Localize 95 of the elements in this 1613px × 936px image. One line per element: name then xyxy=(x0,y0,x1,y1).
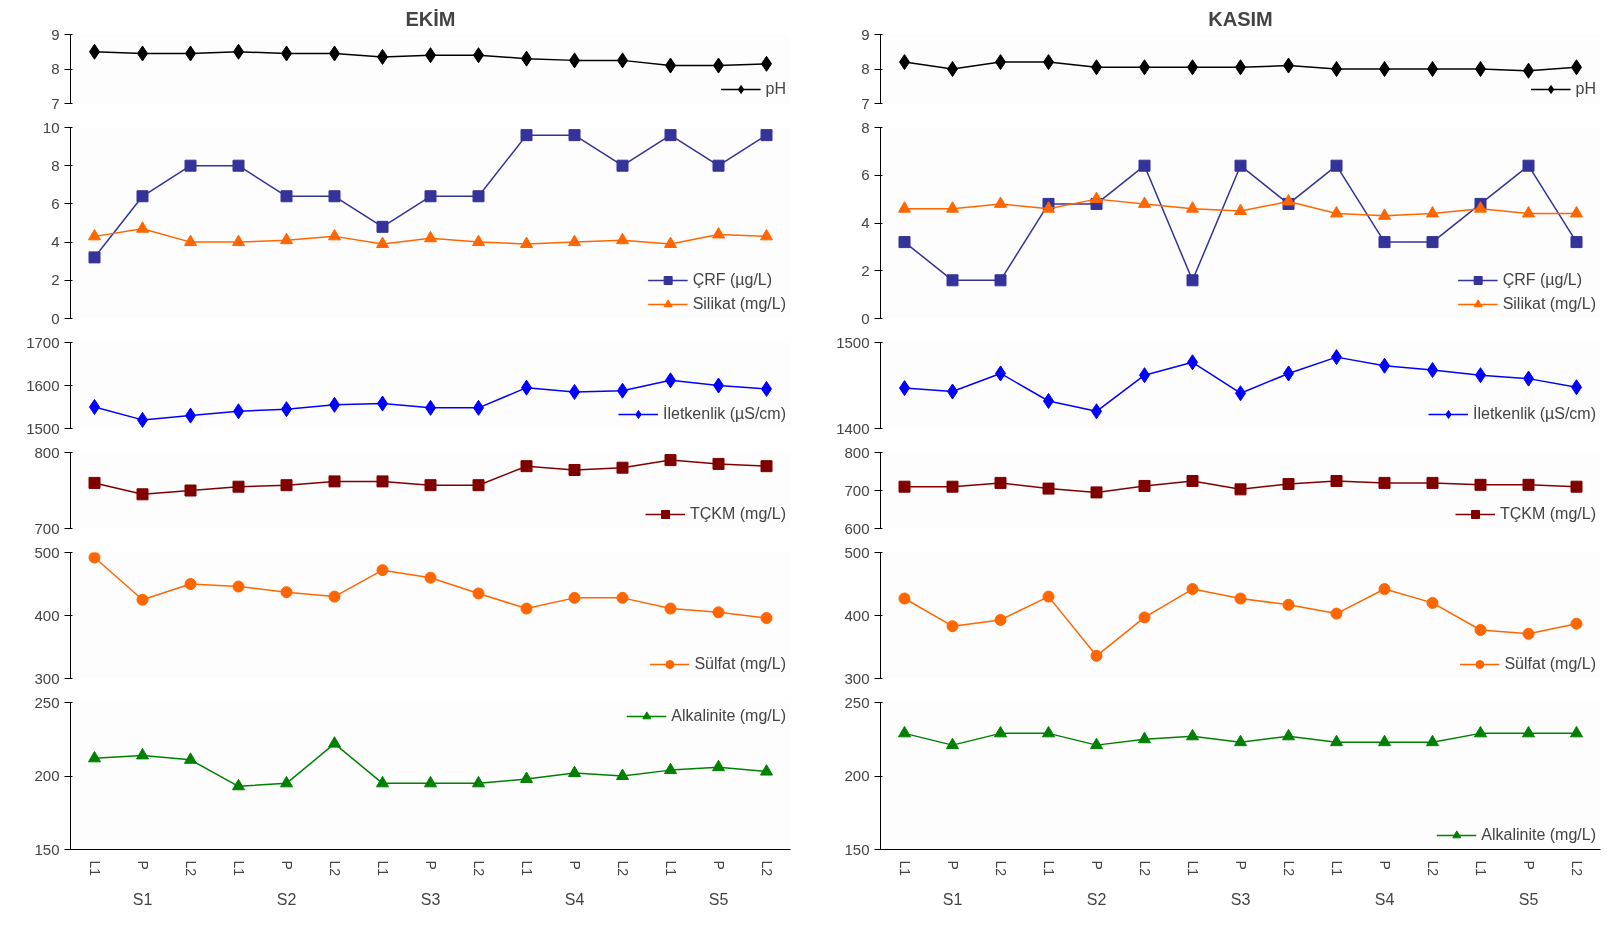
y-tick-label: 250 xyxy=(844,693,870,711)
x-tick-label: L1 xyxy=(1328,860,1345,877)
x-tick-label: L2 xyxy=(992,860,1009,877)
x-tick-label: L2 xyxy=(1136,860,1153,877)
y-tick-label: 600 xyxy=(844,519,870,537)
y-tick-label: 2 xyxy=(861,261,870,279)
x-tick-label: L1 xyxy=(230,860,247,877)
x-tick-label: P xyxy=(944,860,961,870)
y-tick-label: 150 xyxy=(34,840,60,858)
y-tick-label: 250 xyxy=(34,693,60,711)
legend-label: Sülfat (mg/L) xyxy=(1504,655,1596,673)
chart-title: KASIM xyxy=(1208,7,1273,30)
text: S4 xyxy=(1374,890,1395,908)
x-tick-label: L2 xyxy=(470,860,487,877)
legend-label: TÇKM (mg/L) xyxy=(690,505,786,523)
y-tick-label: 8 xyxy=(51,156,60,174)
x-tick-label: L2 xyxy=(758,860,775,877)
x-tick-label: P xyxy=(1376,860,1393,870)
legend-label: Alkalinite (mg/L) xyxy=(671,707,786,725)
legend-label: Silikat (mg/L) xyxy=(692,295,786,313)
y-tick-label: 700 xyxy=(34,519,60,537)
x-tick-label: L1 xyxy=(86,860,103,877)
y-tick-label: 1700 xyxy=(26,333,60,351)
legend-label: İletkenlik (µS/cm) xyxy=(1472,405,1596,423)
legend-label: Alkalinite (mg/L) xyxy=(1481,826,1596,844)
y-tick-label: 200 xyxy=(34,767,60,784)
x-tick-label: L1 xyxy=(1184,860,1201,877)
legend-label: ÇRF (µg/L) xyxy=(1502,271,1583,289)
x-tick-label: L1 xyxy=(1472,860,1489,877)
y-tick-label: 7 xyxy=(51,94,60,112)
y-tick-label: 150 xyxy=(844,840,870,858)
x-tick-label: L2 xyxy=(1280,860,1297,877)
x-tick-label: L2 xyxy=(1424,860,1441,877)
y-tick-label: 700 xyxy=(844,481,870,499)
x-tick-label: P xyxy=(1088,860,1105,870)
y-tick-label: 400 xyxy=(844,606,870,624)
y-tick-label: 7 xyxy=(861,94,870,112)
y-tick-label: 6 xyxy=(861,166,870,184)
x-tick-label: L2 xyxy=(1568,860,1585,877)
legend-label: TÇKM (mg/L) xyxy=(1500,505,1596,523)
y-tick-label: 400 xyxy=(34,606,60,624)
x-tick-label: L2 xyxy=(614,860,631,877)
x-tick-label: L1 xyxy=(518,860,535,877)
x-tick-label: L1 xyxy=(374,860,391,877)
x-tick-label: P xyxy=(566,860,583,870)
y-tick-label: 9 xyxy=(861,25,870,43)
y-tick-label: 1500 xyxy=(836,333,870,351)
text: S2 xyxy=(276,890,297,908)
y-tick-label: 6 xyxy=(51,194,60,212)
x-tick-label: L1 xyxy=(1040,860,1057,877)
text: S1 xyxy=(132,890,153,908)
y-tick-label: 2 xyxy=(51,271,60,289)
y-tick-label: 1500 xyxy=(26,419,60,437)
text: S4 xyxy=(564,890,585,908)
chart-title: EKİM xyxy=(405,7,456,30)
text: S5 xyxy=(708,890,729,908)
x-tick-label: P xyxy=(710,860,727,870)
y-tick-label: 0 xyxy=(861,309,870,327)
y-tick-label: 300 xyxy=(844,669,870,687)
x-tick-label: P xyxy=(422,860,439,870)
y-tick-label: 4 xyxy=(51,233,60,251)
legend-label: pH xyxy=(1575,80,1596,98)
legend-label: pH xyxy=(765,80,786,98)
x-tick-label: P xyxy=(278,860,295,870)
x-tick-label: L1 xyxy=(896,860,913,877)
x-tick-label: L2 xyxy=(182,860,199,877)
y-tick-label: 800 xyxy=(34,443,60,461)
y-tick-label: 8 xyxy=(861,60,870,77)
y-tick-label: 500 xyxy=(34,543,60,561)
y-tick-label: 1600 xyxy=(26,376,60,394)
y-tick-label: 800 xyxy=(844,443,870,461)
text: S2 xyxy=(1086,890,1107,908)
text: S1 xyxy=(942,890,963,908)
x-tick-label: L1 xyxy=(662,860,679,877)
y-tick-label: 200 xyxy=(844,767,870,784)
x-tick-label: P xyxy=(1232,860,1249,870)
y-tick-label: 300 xyxy=(34,669,60,687)
x-tick-label: L2 xyxy=(326,860,343,877)
legend-label: ÇRF (µg/L) xyxy=(692,271,773,289)
y-tick-label: 9 xyxy=(51,25,60,43)
legend-label: Silikat (mg/L) xyxy=(1502,295,1596,313)
legend-label: İletkenlik (µS/cm) xyxy=(662,405,786,423)
x-tick-label: P xyxy=(134,860,151,870)
y-tick-label: 8 xyxy=(861,118,870,136)
y-tick-label: 10 xyxy=(42,118,60,136)
text: S3 xyxy=(420,890,441,908)
y-tick-label: 4 xyxy=(861,214,870,231)
legend-label: Sülfat (mg/L) xyxy=(694,655,786,673)
y-tick-label: 1400 xyxy=(836,419,870,437)
y-tick-label: 0 xyxy=(51,309,60,327)
y-tick-label: 8 xyxy=(51,60,60,77)
y-tick-label: 500 xyxy=(844,543,870,561)
x-tick-label: P xyxy=(1520,860,1537,870)
text: S3 xyxy=(1230,890,1251,908)
text: S5 xyxy=(1518,890,1539,908)
